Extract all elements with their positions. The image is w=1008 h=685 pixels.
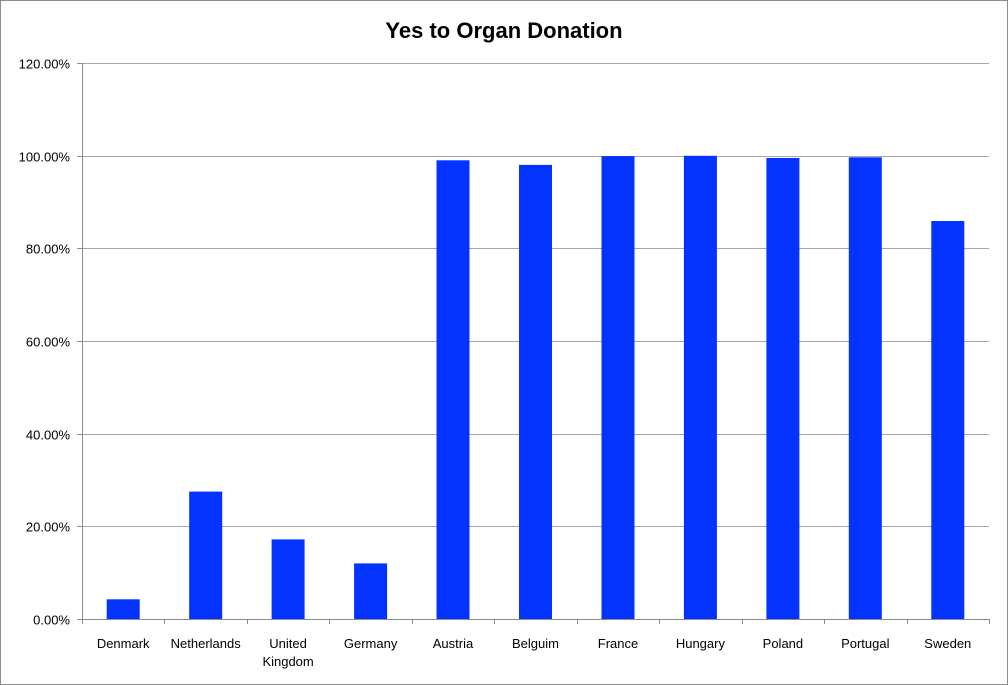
x-category-label: Poland [763, 636, 803, 651]
x-category-label: Sweden [924, 636, 971, 651]
x-category-label: Germany [344, 636, 398, 651]
bar-netherlands [189, 491, 223, 619]
bar-united-kingdom [271, 539, 305, 619]
bar-poland [766, 158, 800, 619]
y-tick-label: 0.00% [33, 613, 70, 628]
x-category-label: Hungary [676, 636, 726, 651]
chart-title: Yes to Organ Donation [385, 18, 622, 43]
x-category-label: France [598, 636, 638, 651]
x-category-label: Austria [433, 636, 474, 651]
x-category-label: United Kingdom [262, 636, 313, 669]
bar-belguim [519, 164, 552, 619]
bar-austria [436, 160, 470, 620]
bars [82, 155, 989, 620]
x-axis-category-labels: Denmark Netherlands United Kingdom Germany Au… [97, 636, 971, 669]
x-category-label: Denmark [97, 636, 150, 651]
y-tick-label: 100.00% [19, 150, 71, 165]
bar-sweden [931, 221, 965, 619]
x-category-label: Netherlands [171, 636, 242, 651]
y-tick-label: 120.00% [19, 57, 71, 72]
y-tick-label: 60.00% [26, 335, 71, 350]
y-tick-label: 20.00% [26, 520, 71, 535]
bar-hungary [683, 155, 717, 620]
bar-france [601, 156, 635, 619]
x-category-label: Portugal [841, 636, 890, 651]
bar-germany [354, 563, 388, 619]
y-axis-tick-labels: 0.00% 20.00% 40.00% 60.00% 80.00% 100.00% 120.… [19, 57, 71, 628]
y-tick-label: 80.00% [26, 242, 71, 257]
y-tick-label: 40.00% [26, 428, 71, 443]
x-category-label: Belguim [512, 636, 559, 651]
bar-denmark [106, 599, 140, 619]
bar-portugal [848, 157, 882, 620]
